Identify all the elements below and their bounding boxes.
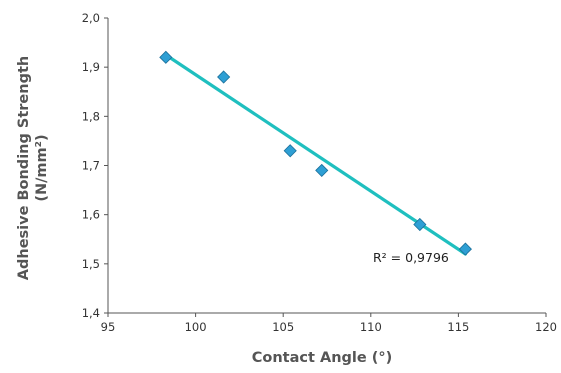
- y-tick-label: 1,6: [82, 208, 100, 222]
- x-axis-title: Contact Angle (°): [252, 350, 393, 366]
- data-point: [413, 217, 427, 232]
- data-point: [283, 144, 297, 158]
- y-tick-label: 2,0: [82, 11, 100, 25]
- r-squared-label: R² = 0,9796: [373, 250, 449, 265]
- y-axis-title-line1: Adhesive Bonding Strength: [16, 56, 32, 280]
- y-axis-title-line2: (N/mm²): [34, 134, 50, 201]
- trendline: [164, 53, 468, 256]
- y-axis-ticks: 1,4 1,5 1,6 1,7 1,8 1,9 2,0: [82, 11, 108, 320]
- y-tick-label: 1,9: [82, 60, 100, 74]
- x-tick-label: 120: [535, 320, 557, 334]
- data-points: [159, 50, 472, 256]
- y-tick-label: 1,4: [82, 306, 100, 320]
- data-point: [159, 50, 173, 64]
- axes: [107, 18, 546, 314]
- x-tick-label: 115: [447, 320, 469, 334]
- data-point: [217, 70, 231, 84]
- y-tick-label: 1,7: [82, 159, 100, 173]
- x-tick-label: 100: [185, 320, 207, 334]
- x-tick-label: 110: [360, 320, 382, 334]
- y-tick-label: 1,8: [82, 109, 100, 123]
- x-tick-label: 95: [101, 320, 116, 334]
- data-point: [458, 242, 472, 256]
- data-point: [315, 163, 329, 177]
- trendline-group: [164, 53, 468, 256]
- x-tick-label: 105: [272, 320, 294, 334]
- y-tick-label: 1,5: [82, 257, 100, 271]
- x-axis-ticks: 95 100 105 110 115 120: [101, 313, 557, 334]
